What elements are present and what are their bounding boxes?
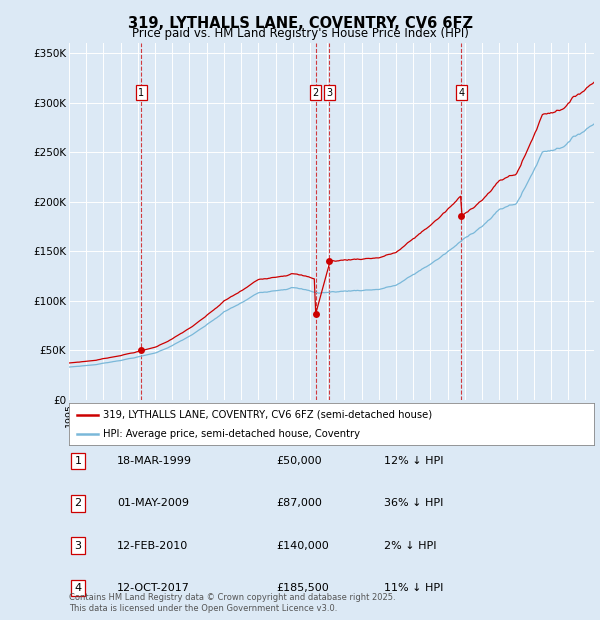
Text: 4: 4	[74, 583, 82, 593]
Text: 3: 3	[326, 88, 332, 98]
Text: 2% ↓ HPI: 2% ↓ HPI	[384, 541, 437, 551]
Text: £50,000: £50,000	[276, 456, 322, 466]
Text: 1: 1	[74, 456, 82, 466]
Text: 01-MAY-2009: 01-MAY-2009	[117, 498, 189, 508]
Text: £185,500: £185,500	[276, 583, 329, 593]
Text: 2: 2	[74, 498, 82, 508]
Text: 11% ↓ HPI: 11% ↓ HPI	[384, 583, 443, 593]
Text: 12-FEB-2010: 12-FEB-2010	[117, 541, 188, 551]
Text: 319, LYTHALLS LANE, COVENTRY, CV6 6FZ (semi-detached house): 319, LYTHALLS LANE, COVENTRY, CV6 6FZ (s…	[103, 410, 432, 420]
Text: 18-MAR-1999: 18-MAR-1999	[117, 456, 192, 466]
Text: 319, LYTHALLS LANE, COVENTRY, CV6 6FZ: 319, LYTHALLS LANE, COVENTRY, CV6 6FZ	[128, 16, 473, 30]
Text: HPI: Average price, semi-detached house, Coventry: HPI: Average price, semi-detached house,…	[103, 429, 360, 439]
Text: 1: 1	[139, 88, 145, 98]
Text: £140,000: £140,000	[276, 541, 329, 551]
Text: 3: 3	[74, 541, 82, 551]
Text: 36% ↓ HPI: 36% ↓ HPI	[384, 498, 443, 508]
Text: 4: 4	[458, 88, 464, 98]
Text: Price paid vs. HM Land Registry's House Price Index (HPI): Price paid vs. HM Land Registry's House …	[131, 27, 469, 40]
Text: 2: 2	[313, 88, 319, 98]
Text: Contains HM Land Registry data © Crown copyright and database right 2025.
This d: Contains HM Land Registry data © Crown c…	[69, 593, 395, 613]
Text: 12% ↓ HPI: 12% ↓ HPI	[384, 456, 443, 466]
Text: 12-OCT-2017: 12-OCT-2017	[117, 583, 190, 593]
Text: £87,000: £87,000	[276, 498, 322, 508]
